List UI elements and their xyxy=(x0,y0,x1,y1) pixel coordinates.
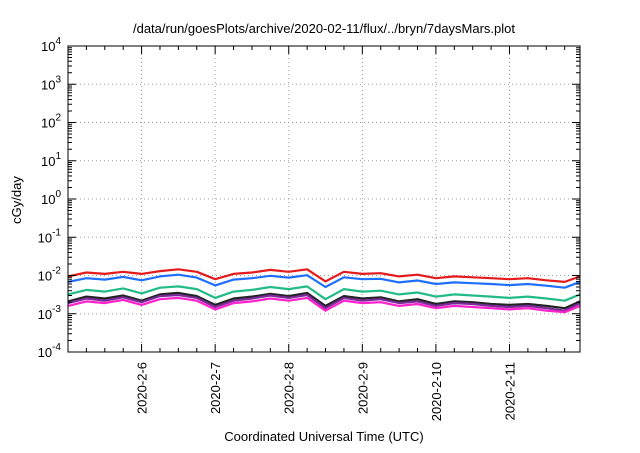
x-tick-label: 2020-2-9 xyxy=(355,362,370,414)
y-tick-base: 10 xyxy=(41,116,55,131)
series-line-2 xyxy=(67,273,581,289)
y-tick-exponent: 0 xyxy=(55,189,61,200)
x-tick-label: 2020-2-11 xyxy=(502,362,517,420)
y-tick-base: 10 xyxy=(38,307,52,322)
series-line-5 xyxy=(67,293,581,312)
series-line-1 xyxy=(67,268,581,283)
y-tick-label: 10-2 xyxy=(38,266,62,284)
y-tick-label: 103 xyxy=(41,74,61,92)
y-tick-exponent: -2 xyxy=(52,266,61,277)
y-tick-label: 104 xyxy=(41,36,61,54)
y-tick-exponent: 1 xyxy=(55,151,61,162)
x-tick-label: 2020-2-7 xyxy=(208,362,223,414)
series-line-3 xyxy=(67,285,581,302)
y-tick-exponent: 4 xyxy=(55,36,61,47)
y-tick-base: 10 xyxy=(41,154,55,169)
series-line-6 xyxy=(67,296,581,314)
y-tick-base: 10 xyxy=(41,77,55,92)
y-tick-base: 10 xyxy=(38,345,52,360)
y-tick-label: 10-3 xyxy=(38,304,62,322)
y-tick-base: 10 xyxy=(41,39,55,54)
x-tick-label: 2020-2-10 xyxy=(429,362,444,421)
x-tick-label: 2020-2-8 xyxy=(282,362,297,414)
y-axis-label: cGy/day xyxy=(9,176,24,224)
x-axis-label: Coordinated Universal Time (UTC) xyxy=(224,429,423,444)
y-tick-label: 101 xyxy=(41,151,61,169)
y-tick-exponent: -4 xyxy=(52,342,61,353)
y-tick-base: 10 xyxy=(38,269,52,284)
x-tick-label: 2020-2-6 xyxy=(135,362,150,414)
y-tick-base: 10 xyxy=(41,192,55,207)
y-tick-exponent: -3 xyxy=(52,304,61,315)
plot-area-frame xyxy=(67,45,581,353)
y-tick-exponent: 3 xyxy=(55,74,61,85)
y-tick-label: 100 xyxy=(41,189,61,207)
y-tick-label: 102 xyxy=(41,113,61,131)
series-line-4 xyxy=(67,291,581,310)
y-tick-label: 10-1 xyxy=(38,227,62,245)
y-tick-exponent: -1 xyxy=(52,227,61,238)
y-tick-label: 10-4 xyxy=(38,342,62,360)
series-lines xyxy=(67,268,581,314)
grid-lines xyxy=(68,46,580,352)
y-tick-base: 10 xyxy=(38,230,52,245)
chart-title: /data/run/goesPlots/archive/2020-02-11/f… xyxy=(133,21,515,36)
y-tick-exponent: 2 xyxy=(55,113,61,124)
